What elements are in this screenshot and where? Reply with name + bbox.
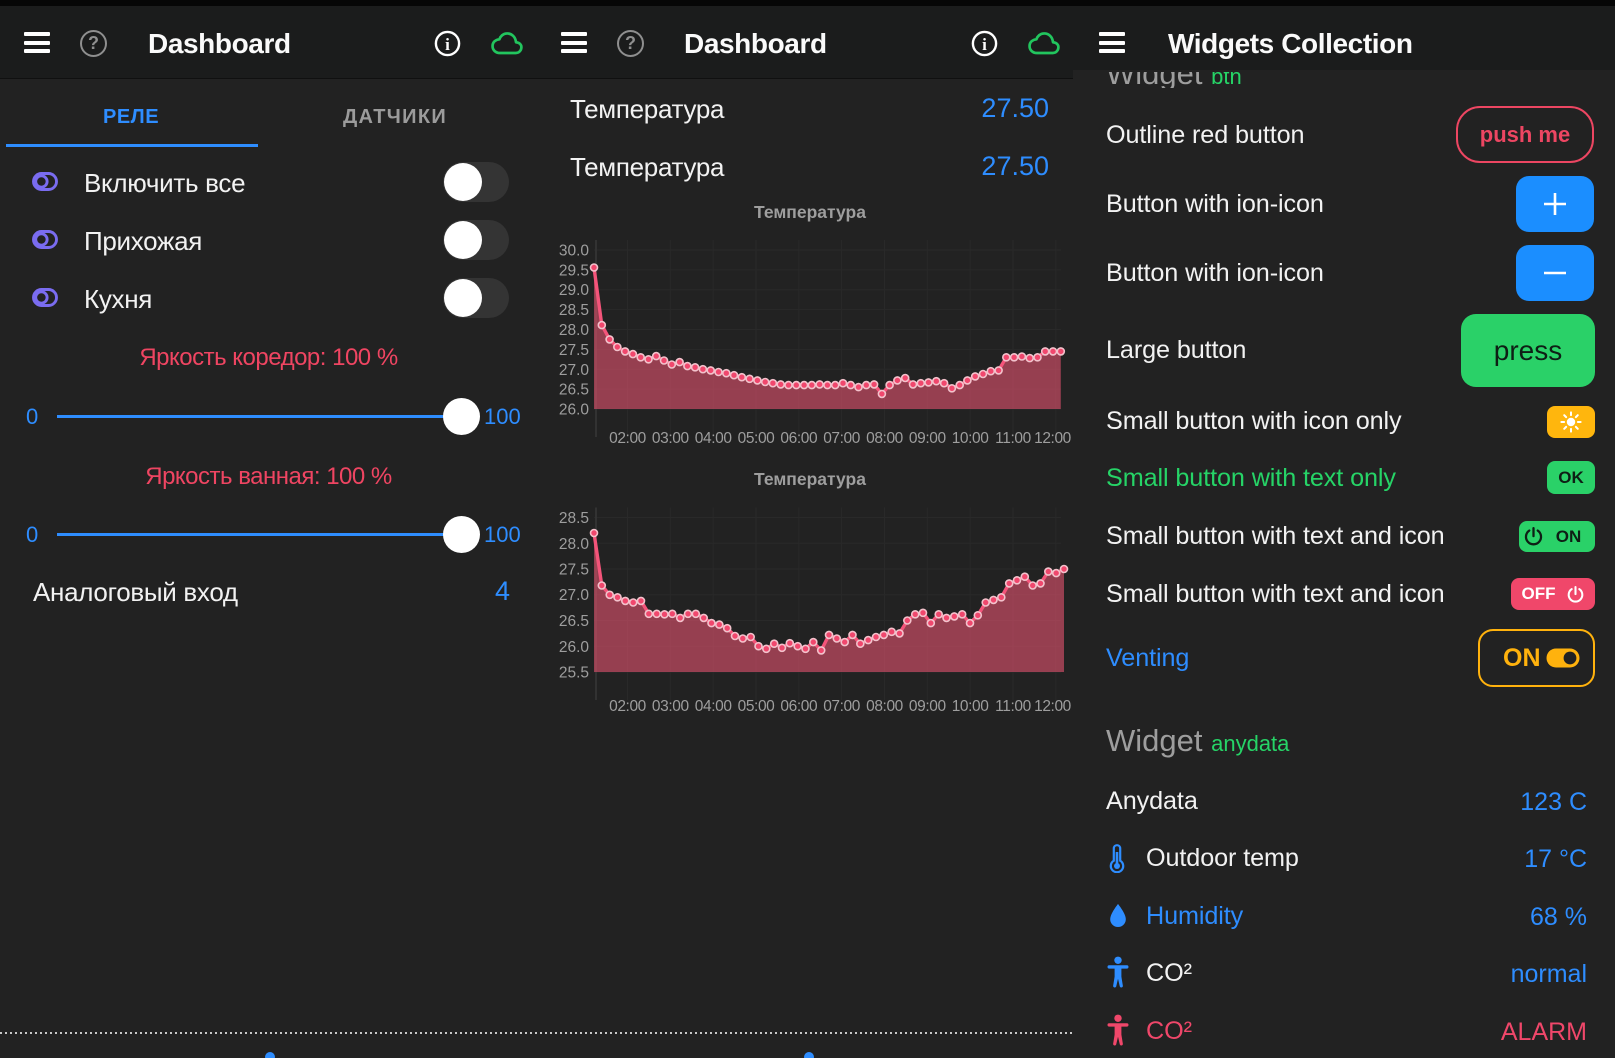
svg-text:27.0: 27.0	[559, 587, 590, 604]
svg-text:29.5: 29.5	[559, 262, 589, 279]
svg-text:03:00: 03:00	[652, 698, 690, 715]
svg-text:28.0: 28.0	[559, 322, 590, 339]
svg-text:28.5: 28.5	[559, 302, 589, 319]
svg-text:10:00: 10:00	[952, 698, 990, 715]
svg-text:27.5: 27.5	[559, 342, 589, 359]
svg-text:04:00: 04:00	[695, 430, 733, 447]
svg-text:10:00: 10:00	[952, 430, 990, 447]
svg-text:03:00: 03:00	[652, 430, 690, 447]
svg-text:25.5: 25.5	[559, 665, 589, 682]
svg-text:04:00: 04:00	[695, 698, 733, 715]
svg-text:27.0: 27.0	[559, 362, 590, 379]
svg-text:09:00: 09:00	[909, 430, 947, 447]
svg-text:Температура: Температура	[754, 469, 866, 489]
svg-text:27.5: 27.5	[559, 562, 589, 579]
svg-text:Температура: Температура	[754, 202, 866, 222]
svg-text:07:00: 07:00	[823, 430, 861, 447]
svg-text:i: i	[445, 35, 450, 54]
svg-text:29.0: 29.0	[559, 282, 590, 299]
svg-text:05:00: 05:00	[738, 430, 776, 447]
svg-text:02:00: 02:00	[609, 430, 647, 447]
svg-text:08:00: 08:00	[866, 698, 904, 715]
svg-text:06:00: 06:00	[780, 698, 818, 715]
svg-text:26.0: 26.0	[559, 639, 590, 656]
svg-text:12:00: 12:00	[1034, 698, 1072, 715]
svg-text:05:00: 05:00	[738, 698, 776, 715]
svg-text:09:00: 09:00	[909, 698, 947, 715]
svg-text:12:00: 12:00	[1034, 430, 1072, 447]
svg-text:30.0: 30.0	[559, 243, 590, 260]
svg-text:i: i	[982, 35, 987, 54]
svg-text:26.0: 26.0	[559, 402, 590, 419]
svg-text:26.5: 26.5	[559, 613, 589, 630]
svg-text:02:00: 02:00	[609, 698, 647, 715]
svg-text:11:00: 11:00	[995, 698, 1031, 715]
svg-text:07:00: 07:00	[823, 698, 861, 715]
svg-text:28.5: 28.5	[559, 510, 589, 527]
svg-text:28.0: 28.0	[559, 536, 590, 553]
svg-text:11:00: 11:00	[995, 430, 1031, 447]
svg-text:08:00: 08:00	[866, 430, 904, 447]
svg-text:26.5: 26.5	[559, 382, 589, 399]
svg-text:06:00: 06:00	[780, 430, 818, 447]
